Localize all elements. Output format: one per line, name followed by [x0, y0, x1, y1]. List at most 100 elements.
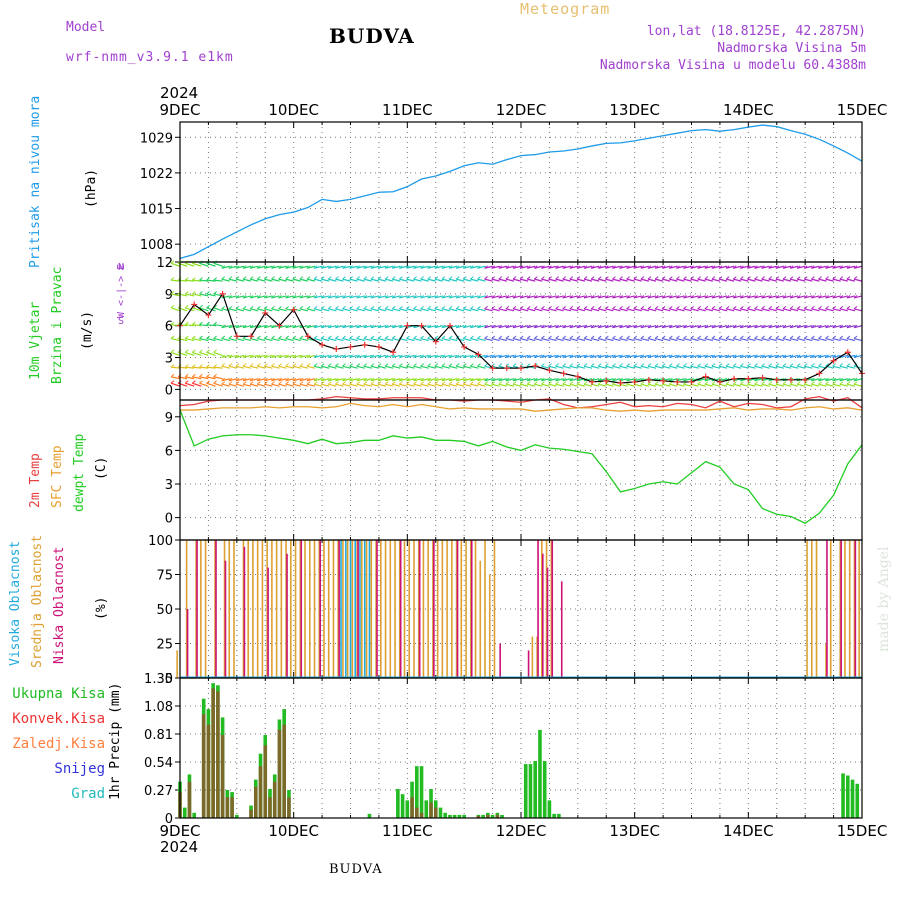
wind-arrow — [633, 278, 642, 282]
wind-arrow-head — [191, 321, 196, 326]
wind-arrow — [633, 308, 642, 312]
wind-arrow — [384, 378, 394, 382]
wind-arrow — [185, 293, 195, 297]
wind-arrow — [697, 265, 706, 269]
wind-arrow — [349, 378, 358, 382]
wind-arrow — [292, 383, 301, 387]
wind-arrow — [832, 295, 841, 299]
wind-arrow-head — [825, 354, 829, 358]
wind-arrow-head — [320, 295, 325, 299]
wind-arrow-head — [690, 265, 694, 269]
wind-gust-marker — [503, 365, 510, 372]
wind-gust-marker — [375, 343, 382, 350]
wind-arrow — [399, 354, 408, 358]
wind-arrow — [619, 325, 628, 329]
wind-arrow-head — [470, 381, 474, 385]
wind-gust-marker — [731, 375, 738, 382]
wind-arrow — [257, 325, 266, 329]
wind-arrow — [683, 354, 692, 358]
wind-arrow-head — [619, 335, 623, 339]
wind-arrow-head — [647, 324, 652, 329]
wind-arrow — [199, 324, 209, 327]
wind-arrow — [413, 337, 422, 342]
wind-arrow — [192, 293, 202, 297]
wind-arrow-head — [747, 295, 751, 299]
wind-arrow-head — [519, 335, 524, 339]
wind-arrow — [740, 365, 749, 369]
wind-arrow — [740, 295, 749, 299]
wind-arrow-head — [576, 363, 581, 367]
wind-arrow — [498, 308, 507, 312]
wind-arrow — [456, 278, 465, 282]
wind-arrow-head — [605, 335, 609, 339]
wind-arrow — [321, 308, 330, 312]
wind-arrow — [669, 365, 678, 369]
wind-arrow-head — [626, 265, 630, 269]
wind-arrow — [676, 278, 685, 282]
wind-arrow — [342, 378, 351, 382]
wind-arrow — [242, 378, 252, 382]
wind-arrow-head — [569, 381, 574, 385]
wind-arrow-head — [654, 295, 659, 299]
wind-arrow-head — [676, 363, 680, 367]
wind-arrow-head — [462, 377, 467, 382]
wind-arrow-head — [505, 295, 510, 299]
wind-arrow — [598, 383, 607, 387]
wind-arrow-head — [285, 335, 289, 339]
wind-arrow — [242, 354, 252, 358]
wind-arrow — [356, 337, 365, 342]
wind-arrow-head — [825, 335, 829, 339]
wind-arrow — [264, 378, 273, 382]
y-tick-label: 0 — [165, 672, 173, 687]
wind-arrow-head — [413, 335, 417, 339]
wind-arrow — [170, 382, 181, 387]
wind-arrow — [555, 378, 564, 382]
wind-arrow — [228, 278, 237, 282]
wind-arrow — [328, 378, 337, 382]
wind-arrow-head — [548, 324, 552, 329]
wind-arrow — [775, 337, 784, 342]
wind-arrow-head — [249, 295, 254, 299]
wind-arrow-head — [803, 265, 808, 269]
wind-arrow — [456, 365, 465, 369]
wind-arrow-head — [569, 265, 574, 269]
wind-arrow-head — [683, 324, 687, 329]
wind-arrow — [342, 295, 351, 299]
wind-arrow-head — [264, 381, 268, 385]
wind-arrow — [562, 325, 571, 329]
wind-arrow — [519, 308, 529, 312]
wind-arrow — [569, 378, 578, 382]
wind-arrow-head — [711, 381, 716, 385]
wind-arrow-head — [803, 295, 808, 299]
wind-arrow — [413, 278, 422, 282]
wind-gust-marker — [432, 338, 439, 345]
wind-arrow-head — [768, 335, 773, 339]
wind-arrow-head — [292, 335, 297, 339]
wind-arrow — [562, 354, 571, 358]
conv-rain-bar — [287, 797, 291, 818]
wind-arrow — [569, 365, 578, 369]
wind-arrow — [640, 325, 650, 329]
wind-arrow-head — [825, 377, 829, 382]
wind-arrow-head — [576, 354, 581, 358]
wind-arrow-head — [740, 363, 744, 367]
wind-arrow-head — [491, 324, 496, 329]
wind-arrow-head — [583, 354, 588, 358]
wind-arrow-head — [335, 354, 339, 358]
wind-arrow-head — [853, 354, 858, 358]
wind-arrow-head — [228, 276, 233, 280]
wind-arrow — [427, 365, 436, 369]
wind-arrow — [456, 383, 465, 387]
wind-arrow-head — [384, 354, 389, 358]
wind-arrow-head — [732, 363, 737, 367]
wind-arrow-head — [349, 363, 353, 367]
wind-arrow-head — [597, 335, 602, 339]
wind-arrow-head — [555, 324, 559, 329]
wind-arrow — [271, 278, 280, 282]
y-tick-label: 1008 — [140, 238, 173, 253]
wind-arrow-head — [335, 363, 339, 367]
wind-arrow — [257, 265, 266, 269]
wind-arrow-head — [505, 324, 510, 329]
wind-arrow — [654, 325, 664, 329]
wind-arrow-head — [413, 363, 417, 367]
